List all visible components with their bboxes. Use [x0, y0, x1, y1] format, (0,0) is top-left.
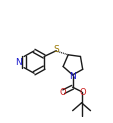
- Text: O: O: [79, 88, 85, 97]
- Text: O: O: [59, 88, 65, 97]
- Text: N: N: [15, 58, 22, 67]
- Text: S: S: [53, 45, 58, 54]
- Text: N: N: [69, 72, 75, 81]
